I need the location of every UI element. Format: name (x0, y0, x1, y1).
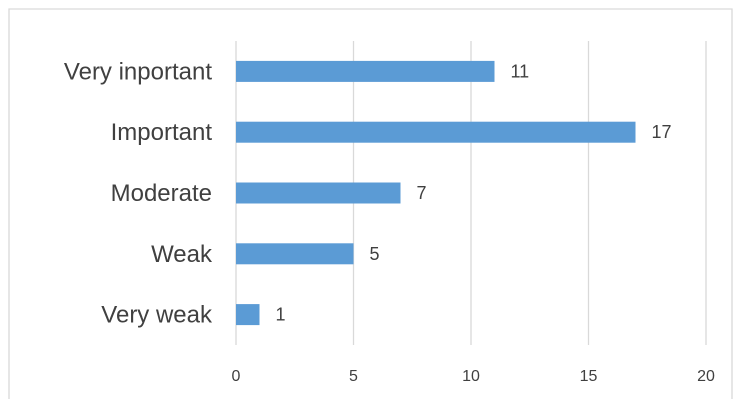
chart-frame (8, 8, 733, 399)
bars (236, 60, 636, 326)
category-label: Very inportant (64, 58, 212, 85)
x-tick-label: 15 (580, 368, 598, 385)
bar-moderate (236, 182, 401, 204)
category-label: Important (111, 119, 213, 146)
data-label: 1 (276, 305, 286, 325)
data-label: 11 (511, 61, 530, 81)
category-label: Very weak (101, 302, 213, 329)
bar-very-weak (236, 304, 260, 326)
category-label: Weak (151, 241, 213, 268)
data-label: 17 (652, 122, 672, 142)
x-tick-label: 0 (232, 368, 241, 385)
x-tick-label: 10 (462, 368, 480, 385)
bar-very-inportant (236, 60, 495, 82)
data-label: 7 (417, 183, 427, 203)
x-tick-label: 20 (697, 368, 715, 385)
bar-weak (236, 243, 354, 265)
data-label: 5 (370, 244, 380, 264)
x-tick-label: 5 (349, 368, 358, 385)
category-label: Moderate (111, 180, 212, 207)
bar-important (236, 121, 636, 143)
